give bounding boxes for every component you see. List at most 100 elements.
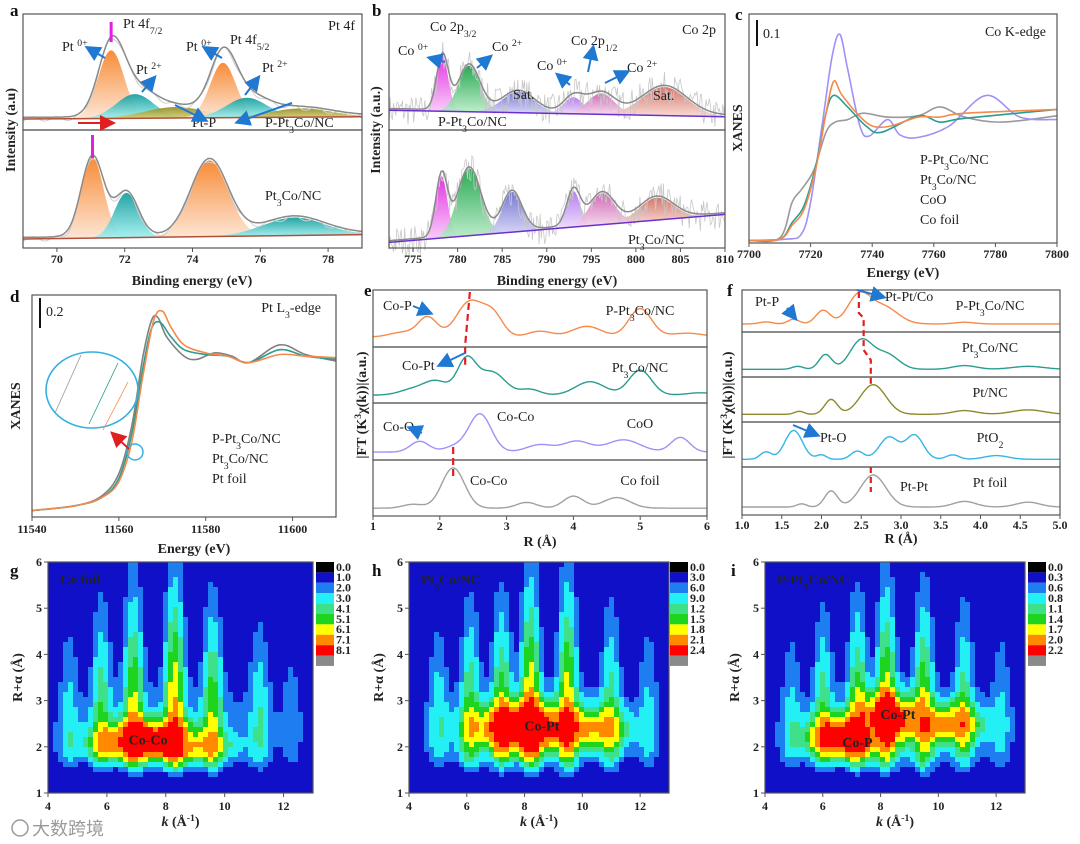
colorbar-label: 7.1 [336, 633, 351, 647]
contour-cell [128, 577, 133, 582]
contour-cell [474, 662, 479, 667]
contour-cell [434, 682, 439, 687]
contour-cell [88, 702, 93, 707]
label-part: Co-Co [129, 733, 168, 748]
contour-cell [253, 607, 258, 612]
contour-cell [288, 707, 293, 712]
contour-cell [108, 762, 113, 767]
contour-cell [604, 582, 609, 587]
contour-cell [268, 582, 273, 587]
contour-cell [78, 697, 83, 702]
contour-cell [193, 737, 198, 742]
contour-cell [148, 667, 153, 672]
contour-cell [449, 567, 454, 572]
contour-cell [439, 662, 444, 667]
contour-cell [268, 682, 273, 687]
contour-cell [619, 787, 624, 792]
contour-cell [484, 617, 489, 622]
contour-cell [83, 587, 88, 592]
contour-cell [98, 652, 103, 657]
contour-cell [589, 767, 594, 772]
contour-cell [584, 762, 589, 767]
contour-cell [489, 772, 494, 777]
contour-cell [53, 572, 58, 577]
contour-cell [238, 647, 243, 652]
contour-cell [138, 657, 143, 662]
contour-cell [78, 592, 83, 597]
contour-cell [459, 707, 464, 712]
contour-cell [68, 597, 73, 602]
contour-cell [624, 742, 629, 747]
contour-cell [208, 607, 213, 612]
contour-cell [579, 657, 584, 662]
contour-cell [193, 667, 198, 672]
label-part: χ(k))|(a.u.) [355, 351, 370, 415]
contour-cell [539, 607, 544, 612]
contour-cell [298, 587, 303, 592]
contour-cell [63, 762, 68, 767]
contour-cell [534, 607, 539, 612]
contour-cell [88, 617, 93, 622]
contour-cell [123, 582, 128, 587]
contour-cell [268, 712, 273, 717]
peak-shift-guide [464, 291, 471, 368]
contour-cell [539, 612, 544, 617]
contour-cell [298, 597, 303, 602]
contour-cell [439, 632, 444, 637]
label-part: Pt-Pt [900, 480, 928, 495]
contour-cell [123, 597, 128, 602]
contour-cell [584, 607, 589, 612]
contour-cell [534, 717, 539, 722]
contour-cell [489, 587, 494, 592]
contour-cell [68, 692, 73, 697]
contour-cell [594, 732, 599, 737]
contour-cell [534, 662, 539, 667]
contour-cell [188, 722, 193, 727]
contour-cell [163, 612, 168, 617]
contour-cell [474, 592, 479, 597]
colorbar-swatch [316, 562, 334, 573]
contour-cell [293, 562, 298, 567]
contour-cell [439, 622, 444, 627]
contour-cell [93, 672, 98, 677]
contour-cell [243, 622, 248, 627]
x-tick-label: 4 [45, 799, 51, 813]
contour-cell [228, 617, 233, 622]
contour-cell [228, 577, 233, 582]
contour-cell [419, 737, 424, 742]
contour-cell [504, 767, 509, 772]
contour-cell [48, 577, 53, 582]
contour-cell [549, 777, 554, 782]
contour-cell [68, 627, 73, 632]
contour-cell [504, 627, 509, 632]
contour-cell [293, 707, 298, 712]
contour-cell [123, 617, 128, 622]
contour-cell [183, 672, 188, 677]
contour-cell [243, 657, 248, 662]
contour-cell [273, 617, 278, 622]
contour-cell [594, 667, 599, 672]
contour-cell [469, 577, 474, 582]
contour-cell [153, 642, 158, 647]
contour-cell [118, 772, 123, 777]
contour-cell [559, 592, 564, 597]
contour-cell [213, 612, 218, 617]
contour-cell [504, 722, 509, 727]
contour-cell [569, 687, 574, 692]
contour-cell [564, 662, 569, 667]
contour-cell [449, 572, 454, 577]
colorbar-label: 8.1 [336, 643, 351, 657]
contour-cell [429, 667, 434, 672]
contour-cell [148, 677, 153, 682]
contour-cell [183, 607, 188, 612]
contour-cell [549, 767, 554, 772]
contour-cell [604, 717, 609, 722]
contour-cell [544, 672, 549, 677]
contour-cell [479, 772, 484, 777]
contour-cell [168, 592, 173, 597]
contour-cell [298, 622, 303, 627]
contour-cell [223, 632, 228, 637]
contour-cell [499, 612, 504, 617]
contour-cell [118, 592, 123, 597]
contour-cell [409, 672, 414, 677]
